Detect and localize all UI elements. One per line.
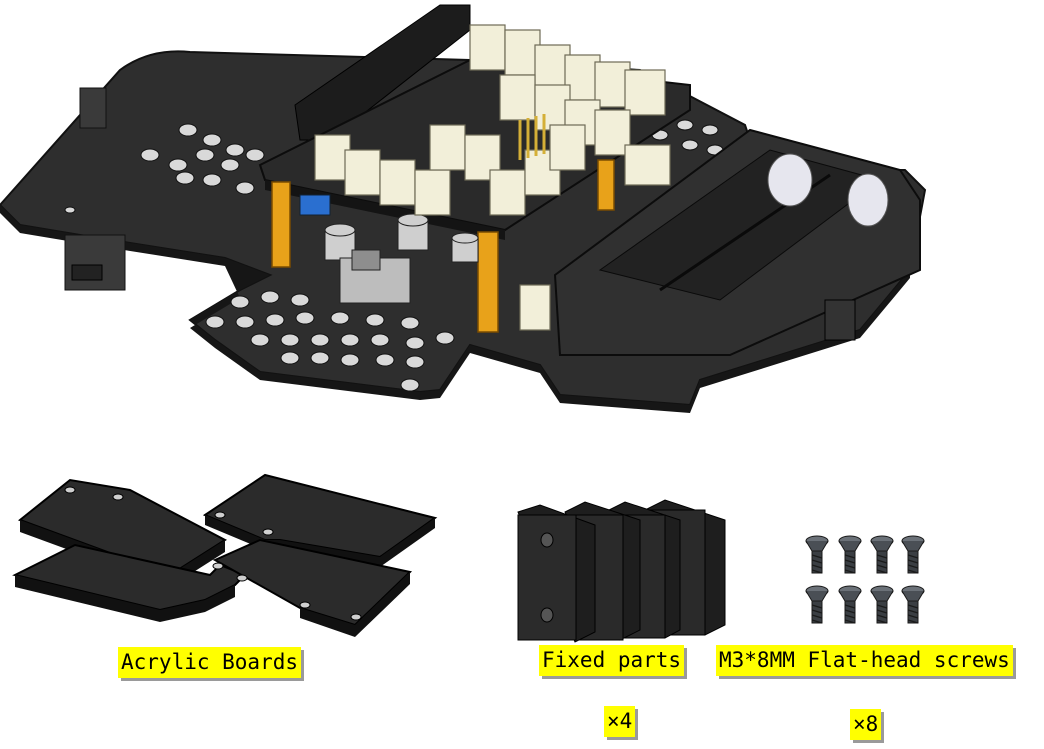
acrylic-boards-label: Acrylic Boards — [118, 647, 302, 678]
flat-head-screw — [805, 535, 925, 624]
screws-label: M3*8MM Flat-head screws — [716, 645, 1013, 676]
connectors — [314, 24, 671, 331]
fixed-parts-quantity: ×4 — [604, 706, 636, 737]
fixed-parts-label: Fixed parts — [539, 645, 685, 676]
screws-quantity: ×8 — [850, 709, 882, 740]
acrylic-board — [12, 473, 438, 637]
battery-holder — [553, 128, 921, 356]
standoffs — [271, 159, 615, 333]
robot-chassis-assembly — [0, 4, 927, 413]
fixed-part-block — [517, 499, 726, 643]
